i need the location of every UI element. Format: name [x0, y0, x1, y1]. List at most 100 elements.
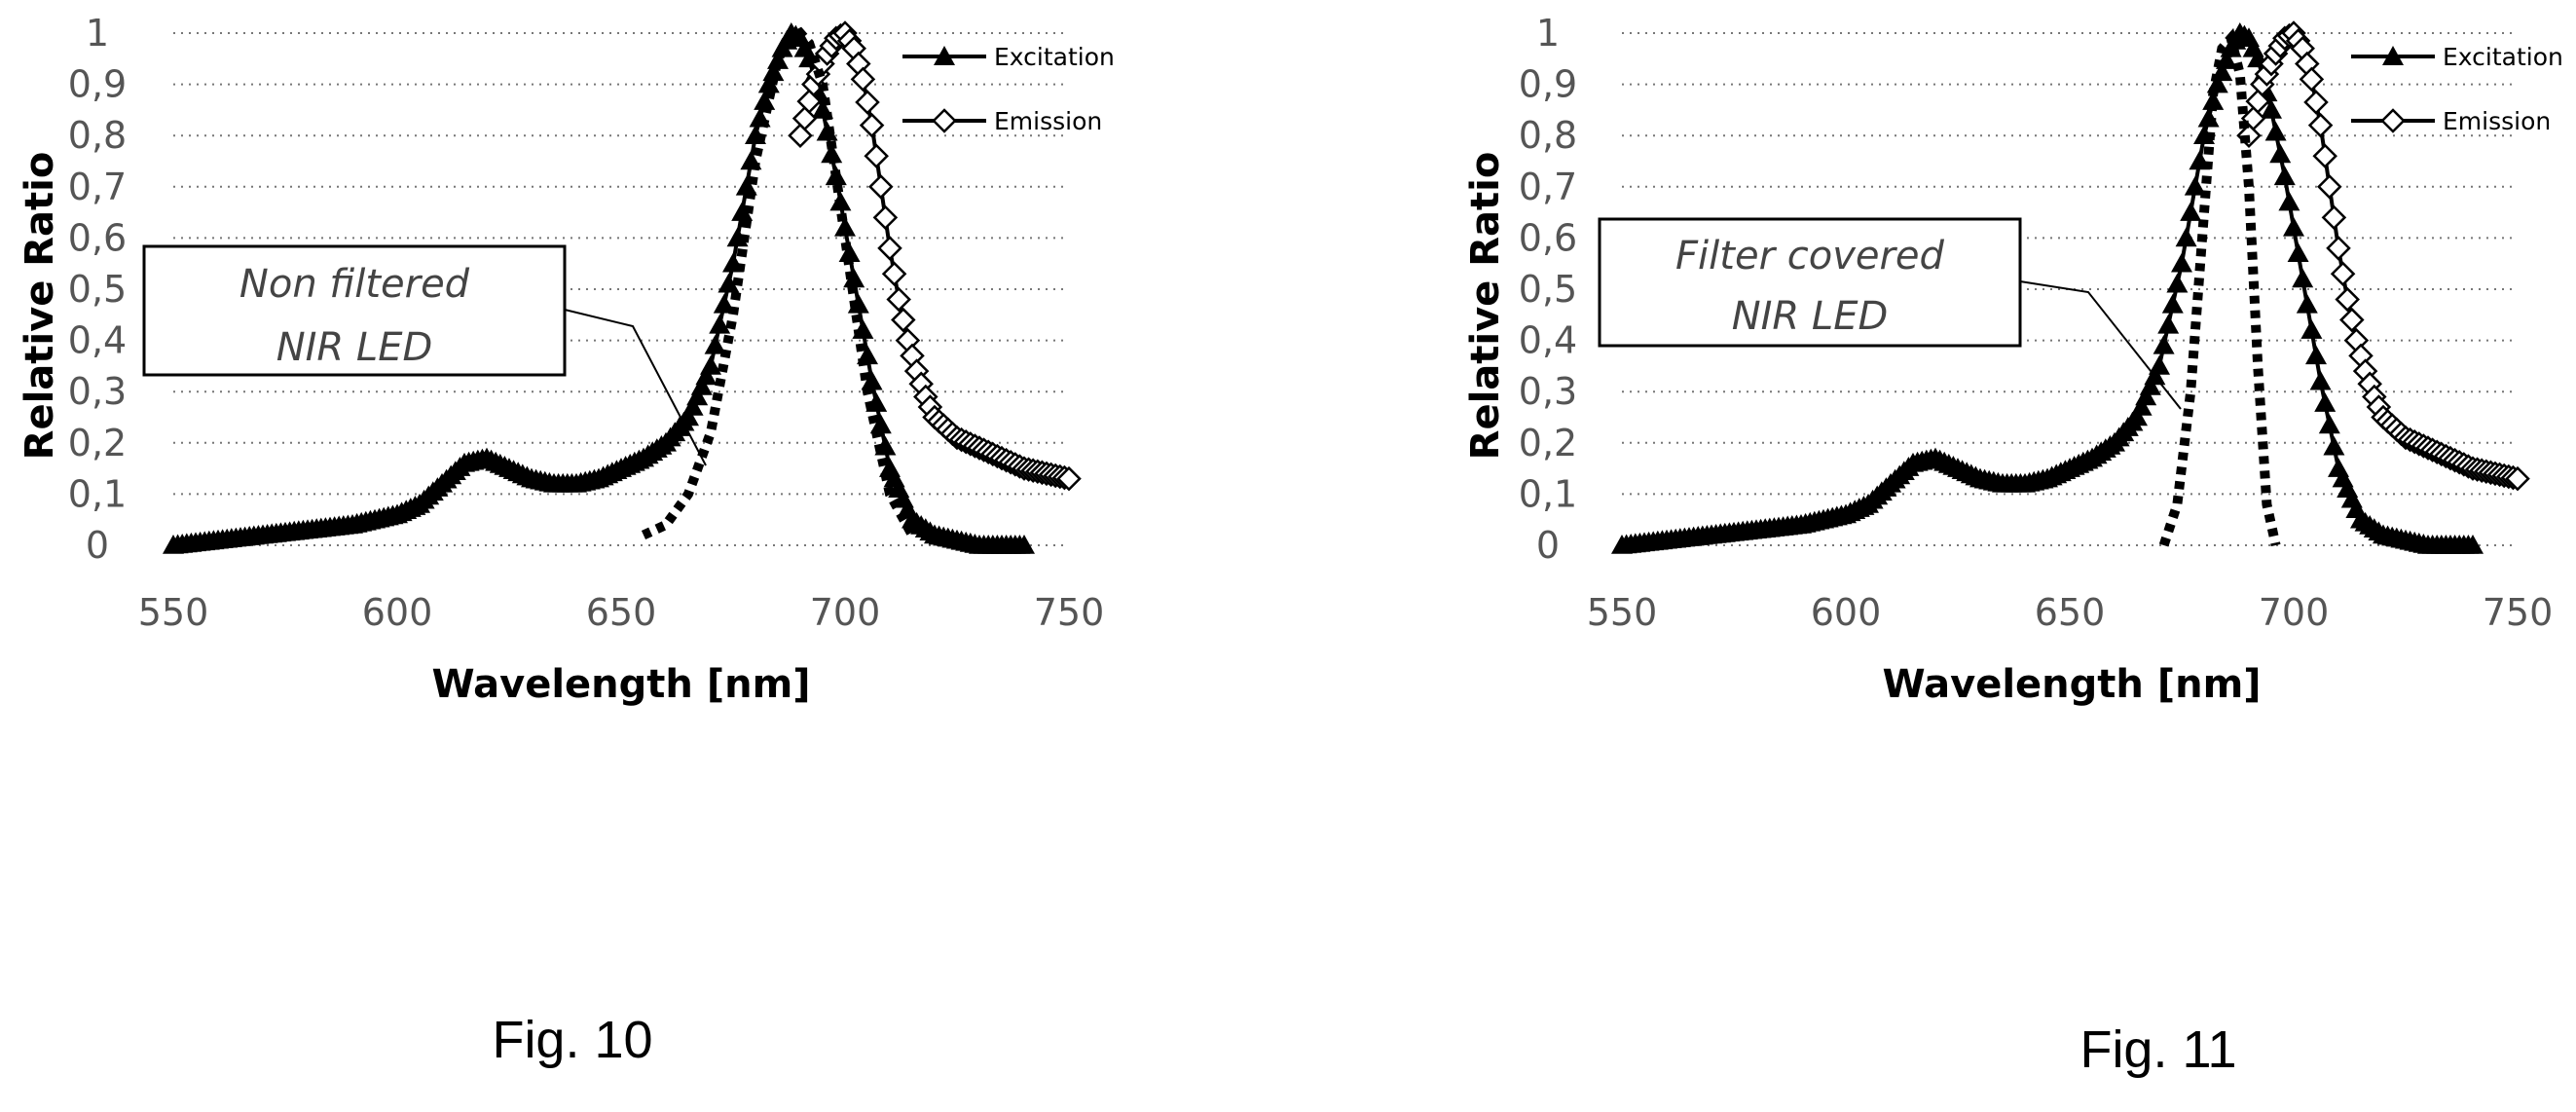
chart-fig-11: 0 0,1 0,2 0,3 0,4 0,5 0,6 0,7 0,8 0,9 1 550 600 650 70…	[1463, 12, 2563, 1079]
x-tick-label: 750	[2483, 591, 2554, 634]
y-axis-title: Relative Ratio	[18, 152, 62, 461]
excitation-marker	[762, 61, 785, 82]
emission-marker	[2299, 66, 2325, 93]
emission-marker	[2321, 204, 2347, 231]
excitation-marker	[2149, 354, 2170, 375]
excitation-marker	[695, 365, 718, 386]
y-tick-label: 0,9	[1519, 63, 1577, 106]
emission-marker	[877, 236, 902, 261]
triangle-marker-icon	[2382, 46, 2404, 65]
emission-marker	[855, 90, 880, 115]
y-tick-label: 0,4	[1519, 319, 1577, 362]
excitation-marker	[681, 395, 704, 416]
x-tick-label: 650	[2035, 591, 2106, 634]
excitation-marker	[2161, 293, 2184, 314]
emission-marker	[788, 123, 813, 148]
emission-marker	[868, 174, 894, 200]
excitation-marker	[2166, 273, 2189, 293]
legend-label: Excitation	[994, 43, 1115, 71]
x-tick-label: 650	[586, 591, 657, 634]
x-tick-label: 550	[138, 591, 209, 634]
chart-fig-10: 0 0,1 0,2 0,3 0,4 0,5 0,6 0,7 0,8 0,9 1 550 600 650 70…	[18, 12, 1115, 1069]
y-tick-label: 1	[1536, 12, 1560, 55]
excitation-marker	[704, 334, 726, 354]
legend-label: Excitation	[2443, 43, 2563, 71]
y-tick-label: 0	[86, 524, 109, 567]
leader-line	[564, 309, 707, 466]
x-axis-title: Wavelength [nm]	[1882, 662, 2261, 707]
series-emission	[788, 20, 1082, 492]
excitation-marker	[2153, 334, 2175, 354]
emission-marker	[2335, 286, 2360, 313]
series-emission	[2236, 20, 2530, 492]
y-tick-label: 0,9	[68, 63, 127, 106]
y-axis-title: Relative Ratio	[1463, 152, 1508, 461]
excitation-marker	[2139, 375, 2161, 395]
excitation-marker	[2171, 252, 2192, 273]
excitation-marker	[2300, 319, 2323, 339]
annotation-callout: Filter covered NIR LED	[1598, 217, 2182, 410]
series-nir-led	[2158, 27, 2281, 547]
y-tick-label: 0	[1536, 524, 1560, 567]
emission-marker	[2240, 105, 2266, 131]
emission-marker	[872, 204, 899, 231]
emission-marker	[886, 286, 911, 313]
annotation-box	[142, 244, 567, 377]
excitation-marker	[838, 242, 861, 262]
excitation-marker	[2261, 98, 2282, 119]
figure-caption: Fig. 11	[2079, 1020, 2236, 1079]
led-spectrum-line	[2158, 27, 2281, 547]
excitation-marker	[2269, 143, 2292, 164]
excitation-marker	[718, 273, 740, 293]
figure-caption: Fig. 10	[492, 1011, 652, 1069]
excitation-marker	[2296, 293, 2318, 314]
emission-marker	[2307, 112, 2334, 138]
x-tick-label: 700	[2259, 591, 2330, 634]
emission-marker	[1056, 465, 1082, 492]
y-tick-label: 0,3	[1519, 370, 1577, 413]
y-tick-label: 0,2	[68, 422, 127, 464]
excitation-marker	[2278, 191, 2300, 211]
excitation-marker	[2126, 406, 2148, 426]
emission-marker	[2330, 261, 2356, 286]
y-tick-label: 0,3	[68, 370, 127, 413]
y-tick-label: 0,6	[68, 216, 127, 259]
annotation-line-2: NIR LED	[276, 325, 433, 370]
x-tick-label: 600	[362, 591, 433, 634]
excitation-marker	[709, 314, 731, 334]
excitation-marker	[2323, 435, 2345, 456]
excitation-marker	[700, 354, 721, 375]
y-tick-label: 0,5	[1519, 268, 1577, 311]
excitation-marker	[2462, 535, 2484, 554]
excitation-marker	[690, 375, 713, 395]
excitation-marker	[2318, 414, 2340, 434]
leader-line	[2019, 280, 2182, 410]
series-nir-led	[641, 26, 917, 540]
legend: Excitation Emission	[902, 43, 1115, 135]
excitation-marker	[2130, 395, 2153, 416]
y-tick-label: 0,4	[68, 319, 127, 362]
led-spectrum-line	[641, 26, 917, 540]
excitation-marker	[861, 370, 883, 390]
emission-marker	[2505, 465, 2530, 492]
excitation-marker	[2314, 392, 2337, 412]
y-tick-label: 0,1	[68, 472, 127, 515]
y-tick-label: 0,6	[1519, 216, 1577, 259]
excitation-marker	[2273, 166, 2296, 186]
excitation-marker	[2175, 227, 2197, 247]
excitation-marker	[731, 202, 754, 221]
excitation-marker	[754, 91, 776, 110]
legend: Excitation Emission	[2351, 43, 2563, 135]
excitation-marker	[2135, 386, 2157, 406]
excitation-marker	[2184, 175, 2206, 196]
emission-marker	[2326, 236, 2351, 261]
excitation-marker	[2157, 314, 2180, 334]
y-tick-label: 0,1	[1519, 472, 1577, 515]
excitation-marker	[2309, 370, 2332, 390]
triangle-marker-icon	[934, 46, 955, 65]
x-tick-label: 550	[1587, 591, 1658, 634]
y-tick-label: 0,2	[1519, 422, 1577, 464]
x-tick-label: 750	[1034, 591, 1105, 634]
x-tick-label: 600	[1811, 591, 1882, 634]
y-tick-label: 0,8	[68, 114, 127, 157]
